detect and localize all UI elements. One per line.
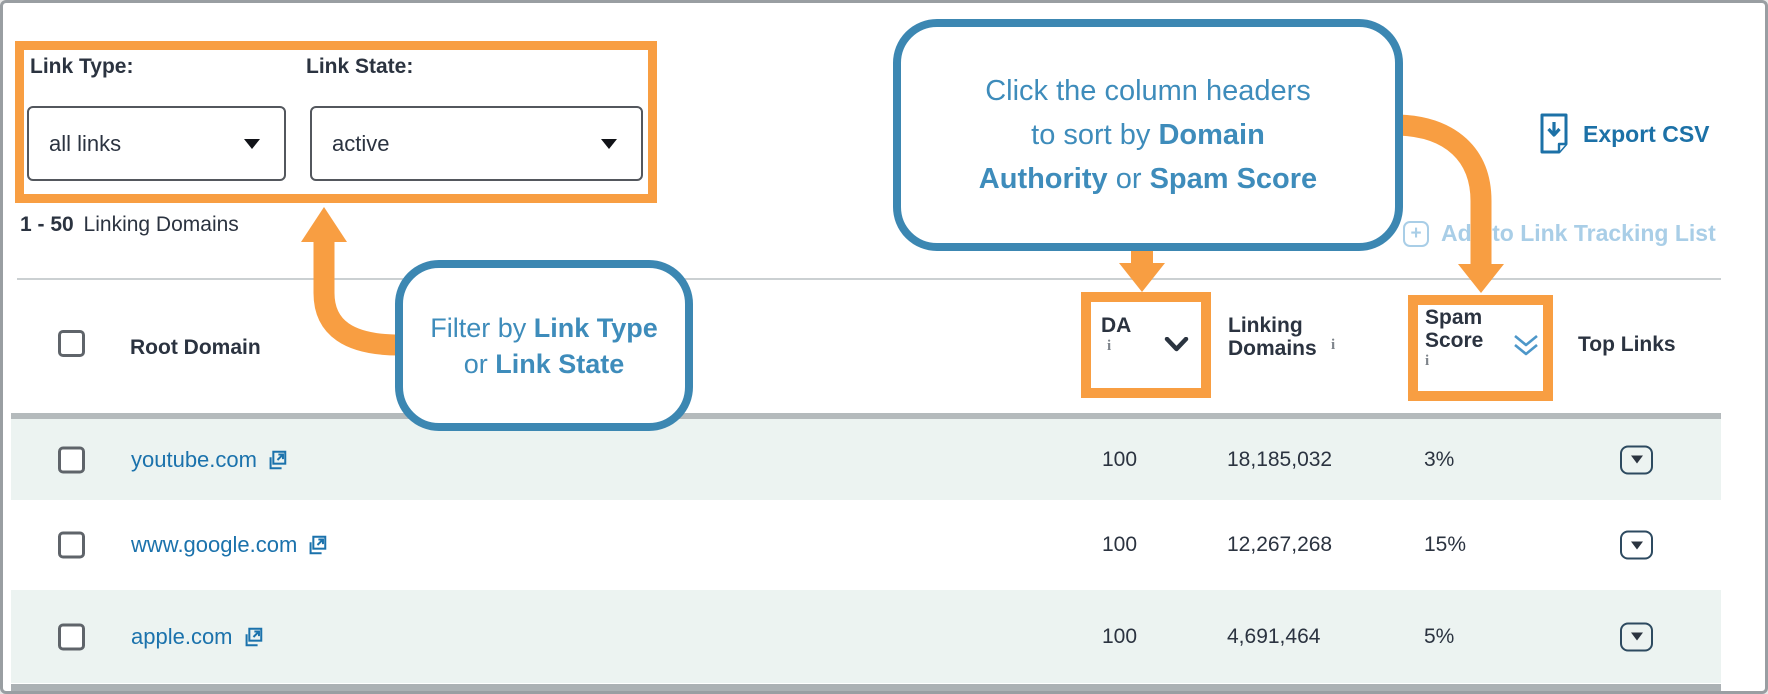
spam-score-line2: Score <box>1425 329 1484 352</box>
da-label: DA <box>1101 314 1132 337</box>
domain-text: youtube.com <box>131 446 257 472</box>
info-icon[interactable]: i <box>1425 353 1430 369</box>
link-type-value: all links <box>49 130 122 156</box>
filter-callout-line2: or Link State <box>463 348 625 379</box>
linking-domains-value: 18,185,032 <box>1227 447 1333 471</box>
domain-text: www.google.com <box>131 532 298 557</box>
root-domain-link[interactable]: youtube.com <box>131 447 288 473</box>
results-count: 1 - 50 Linking Domains <box>20 213 239 237</box>
domain-text: apple.com <box>131 623 233 649</box>
external-link-icon <box>242 626 264 648</box>
filter-callout-line1: Filter by Link Type <box>430 312 658 343</box>
spam-score-value: 5% <box>1424 624 1455 648</box>
export-csv-label: Export CSV <box>1583 120 1710 147</box>
row-checkbox[interactable] <box>58 623 85 650</box>
sort-callout-line2: to sort by Domain <box>1031 119 1265 151</box>
link-state-value: active <box>332 130 390 156</box>
double-chevron-sort-icon[interactable] <box>1511 334 1541 362</box>
table-row: www.google.com 100 12,267,268 15% <box>11 500 1721 590</box>
dropdown-caret-icon <box>1630 455 1643 464</box>
spam-score-value: 3% <box>1424 447 1455 471</box>
da-value: 100 <box>1102 533 1138 556</box>
dropdown-caret-icon <box>1630 632 1643 641</box>
dropdown-caret-icon <box>601 138 617 149</box>
table-row: apple.com 100 4,691,464 5% <box>11 590 1721 683</box>
link-state-dropdown[interactable]: active <box>310 106 643 181</box>
link-state-label: Link State: <box>306 55 414 78</box>
column-header-root-domain: Root Domain <box>130 336 261 359</box>
dropdown-caret-icon <box>1630 541 1643 549</box>
row-checkbox[interactable] <box>58 446 85 473</box>
sort-callout: Click the column headers to sort by Doma… <box>893 19 1403 251</box>
spam-score-value: 15% <box>1424 533 1467 556</box>
export-csv-icon <box>1539 113 1569 155</box>
top-links-expand-button[interactable] <box>1620 530 1653 560</box>
header-bottom-divider <box>11 413 1721 419</box>
info-icon[interactable]: i <box>1107 338 1112 354</box>
bottom-scrollbar[interactable] <box>11 684 1721 691</box>
export-csv-button[interactable]: Export CSV <box>1539 113 1710 155</box>
top-links-expand-button[interactable] <box>1620 445 1653 474</box>
external-link-icon <box>266 449 288 471</box>
info-icon[interactable]: i <box>1331 337 1336 353</box>
add-to-tracking-label: Add to Link Tracking List <box>1441 220 1716 246</box>
header-top-divider <box>17 278 1721 280</box>
row-checkbox[interactable] <box>58 531 85 559</box>
column-header-linking-domains: Linking Domains <box>1228 314 1317 360</box>
spam-score-line1: Spam <box>1425 306 1483 329</box>
linking-domains-line2: Domains <box>1228 337 1317 360</box>
add-to-link-tracking-button[interactable]: + Add to Link Tracking List <box>1403 220 1716 247</box>
column-header-da[interactable]: DA i <box>1101 314 1131 355</box>
filter-callout: Filter by Link Type or Link State <box>395 260 693 431</box>
linking-domains-value: 12,267,268 <box>1227 533 1333 556</box>
da-value: 100 <box>1102 624 1138 648</box>
table-row: youtube.com 100 18,185,032 3% <box>11 419 1721 500</box>
top-links-expand-button[interactable] <box>1620 622 1653 651</box>
select-all-checkbox[interactable] <box>58 330 85 357</box>
plus-icon: + <box>1403 220 1429 247</box>
root-domain-link[interactable]: www.google.com <box>131 532 328 558</box>
results-range: 1 - 50 <box>20 213 74 236</box>
external-link-icon <box>306 534 328 556</box>
dropdown-caret-icon <box>244 138 260 149</box>
da-value: 100 <box>1102 447 1138 471</box>
root-domain-link[interactable]: apple.com <box>131 624 264 650</box>
sort-callout-line1: Click the column headers <box>985 75 1311 107</box>
column-header-top-links: Top Links <box>1578 333 1676 356</box>
link-type-dropdown[interactable]: all links <box>27 106 286 181</box>
sort-callout-line3: Authority or Spam Score <box>978 163 1318 195</box>
column-header-spam-score[interactable]: Spam Score i <box>1425 306 1483 370</box>
results-label: Linking Domains <box>83 213 239 236</box>
sort-chevron-icon[interactable] <box>1164 336 1189 357</box>
linking-domains-value: 4,691,464 <box>1227 624 1321 648</box>
linking-domains-line1: Linking <box>1228 314 1303 337</box>
link-type-label: Link Type: <box>30 55 134 78</box>
